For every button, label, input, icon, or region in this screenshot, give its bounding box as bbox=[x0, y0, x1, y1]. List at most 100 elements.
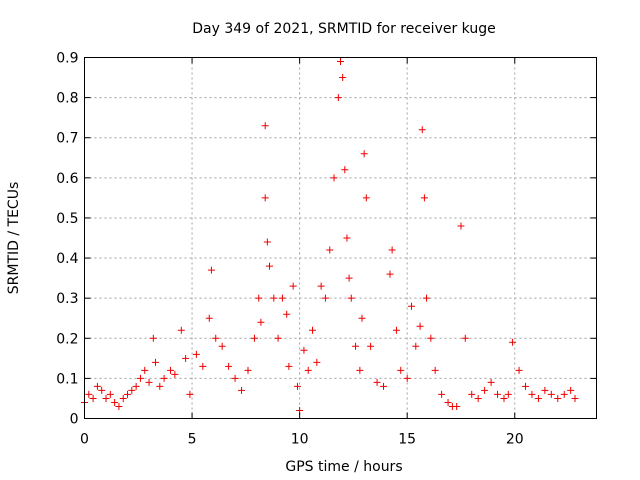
data-point bbox=[106, 390, 114, 398]
data-point bbox=[177, 326, 185, 334]
data-point bbox=[534, 394, 542, 402]
x-tick-label: 15 bbox=[398, 432, 416, 448]
y-axis-label: SRMTID / TECUs bbox=[6, 182, 22, 295]
data-point bbox=[388, 246, 396, 254]
data-point bbox=[509, 338, 517, 346]
data-point bbox=[541, 386, 549, 394]
data-point bbox=[554, 394, 562, 402]
data-point bbox=[304, 366, 312, 374]
data-point bbox=[85, 390, 93, 398]
data-point bbox=[330, 174, 338, 182]
data-point bbox=[438, 390, 446, 398]
data-point bbox=[136, 374, 144, 382]
data-point bbox=[352, 342, 360, 350]
data-point bbox=[560, 390, 568, 398]
data-point bbox=[481, 386, 489, 394]
data-point bbox=[151, 358, 159, 366]
data-point bbox=[293, 382, 301, 390]
data-point bbox=[360, 150, 368, 158]
data-point bbox=[266, 262, 274, 270]
data-point bbox=[225, 362, 233, 370]
data-point bbox=[427, 334, 435, 342]
y-tick-label: 0.4 bbox=[56, 251, 78, 267]
data-point bbox=[119, 394, 127, 402]
data-point bbox=[205, 314, 213, 322]
data-point bbox=[261, 194, 269, 202]
data-point bbox=[283, 310, 291, 318]
data-point bbox=[367, 342, 375, 350]
y-tick-label: 0.6 bbox=[56, 171, 78, 187]
data-point bbox=[504, 390, 512, 398]
data-point bbox=[255, 294, 263, 302]
data-point bbox=[141, 366, 149, 374]
x-tick-label: 5 bbox=[188, 432, 197, 448]
data-point bbox=[343, 234, 351, 242]
data-point bbox=[337, 58, 344, 66]
data-point bbox=[115, 402, 123, 410]
data-point bbox=[182, 354, 190, 362]
y-tick-label: 0.3 bbox=[56, 291, 78, 307]
x-tick-label: 0 bbox=[80, 432, 89, 448]
data-point bbox=[289, 282, 297, 290]
data-point bbox=[244, 366, 252, 374]
data-point bbox=[238, 386, 246, 394]
data-point bbox=[270, 294, 278, 302]
data-point bbox=[487, 378, 495, 386]
data-point bbox=[412, 342, 420, 350]
data-point bbox=[93, 382, 101, 390]
data-point bbox=[89, 394, 97, 402]
chart-title: Day 349 of 2021, SRMTID for receiver kug… bbox=[192, 21, 495, 37]
data-point bbox=[358, 314, 366, 322]
data-point bbox=[321, 294, 329, 302]
data-point bbox=[380, 382, 388, 390]
data-point bbox=[192, 350, 200, 358]
data-point bbox=[132, 382, 140, 390]
data-point bbox=[528, 390, 536, 398]
data-points bbox=[81, 58, 579, 414]
data-point bbox=[345, 274, 353, 282]
data-point bbox=[500, 394, 508, 402]
data-point bbox=[341, 166, 349, 174]
data-point bbox=[160, 374, 168, 382]
data-point bbox=[571, 394, 579, 402]
data-point bbox=[418, 126, 426, 134]
data-point bbox=[386, 270, 394, 278]
data-point bbox=[274, 334, 282, 342]
data-point bbox=[457, 222, 465, 230]
data-point bbox=[334, 94, 342, 102]
data-point bbox=[362, 194, 370, 202]
data-point bbox=[145, 378, 153, 386]
y-tick-label: 0.8 bbox=[56, 91, 78, 107]
data-point bbox=[313, 358, 321, 366]
x-axis-label: GPS time / hours bbox=[285, 459, 402, 475]
data-point bbox=[423, 294, 431, 302]
data-point bbox=[453, 402, 461, 410]
x-axis-ticks: 0 5 10 15 20 bbox=[80, 57, 524, 448]
y-tick-label: 0.5 bbox=[56, 211, 78, 227]
data-point bbox=[186, 390, 194, 398]
data-point bbox=[278, 294, 286, 302]
data-point bbox=[461, 334, 469, 342]
data-point bbox=[171, 370, 179, 378]
data-point bbox=[124, 390, 132, 398]
y-tick-label: 0.2 bbox=[56, 331, 78, 347]
data-point bbox=[111, 398, 119, 406]
data-point bbox=[309, 326, 317, 334]
data-point bbox=[347, 294, 355, 302]
data-point bbox=[420, 194, 428, 202]
data-point bbox=[356, 366, 364, 374]
data-point bbox=[218, 342, 226, 350]
data-point bbox=[522, 382, 530, 390]
x-tick-label: 20 bbox=[506, 432, 524, 448]
data-point bbox=[98, 386, 106, 394]
plot-frame bbox=[84, 57, 597, 419]
data-point bbox=[257, 318, 265, 326]
data-point bbox=[261, 122, 269, 130]
data-point bbox=[207, 266, 215, 274]
data-point bbox=[431, 366, 439, 374]
data-point bbox=[392, 326, 400, 334]
data-point bbox=[547, 390, 555, 398]
data-point bbox=[199, 362, 207, 370]
y-tick-label: 0 bbox=[70, 412, 79, 428]
